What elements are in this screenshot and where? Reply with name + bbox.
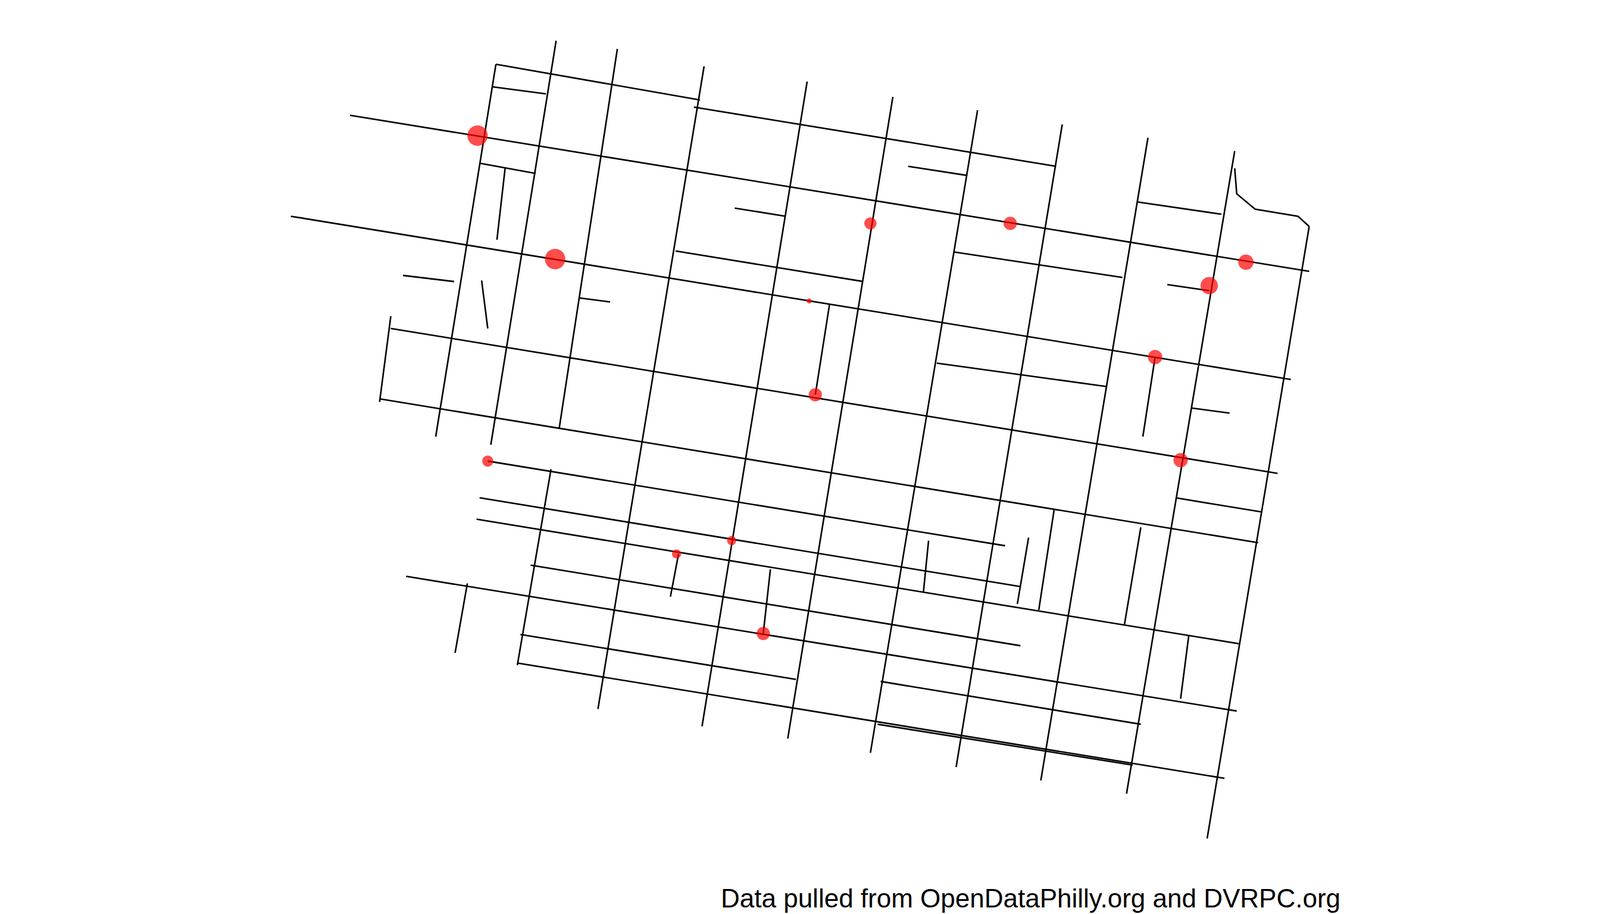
svg-text:Data pulled from OpenDataPhill: Data pulled from OpenDataPhilly.org and … [720, 883, 1341, 914]
